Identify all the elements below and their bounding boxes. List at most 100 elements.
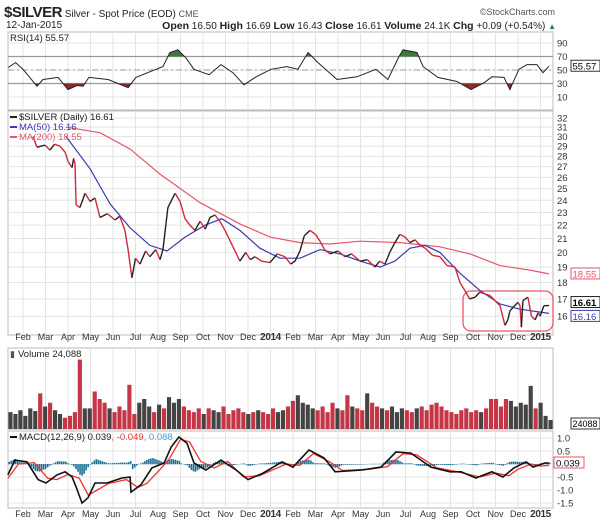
volume-bar: [310, 408, 315, 429]
low-value: 16.43: [297, 21, 323, 32]
price-segment: [459, 282, 466, 291]
macd-histogram-bar: [59, 461, 61, 465]
instrument-name: Silver - Spot Price (EOD): [64, 9, 176, 20]
volume-bar: [97, 399, 102, 429]
price-ytick-label: 30: [557, 132, 568, 143]
x-axis-label: Mar: [38, 332, 54, 342]
x-axis-label: Jul: [130, 509, 142, 519]
volume-bar: [13, 414, 18, 429]
macd-histogram-bar: [514, 461, 517, 465]
macd-histogram-bar: [247, 464, 249, 466]
macd-histogram-bar: [218, 461, 221, 465]
exchange: CME: [178, 9, 199, 19]
price-segment: [344, 253, 352, 258]
volume-bar: [429, 404, 434, 429]
macd-histogram-bar: [8, 461, 10, 465]
macd-histogram-bar: [14, 458, 17, 465]
x-axis-label: Mar: [38, 509, 54, 519]
price-segment: [504, 319, 509, 326]
macd-histogram-bar: [461, 463, 464, 465]
macd-histogram-bar: [85, 464, 87, 471]
macd-histogram-bar: [71, 464, 73, 465]
volume-bar: [107, 408, 112, 429]
macd-histogram-bar: [488, 462, 490, 465]
macd-histogram-bar: [190, 464, 193, 471]
price-segment: [72, 158, 76, 164]
macd-histogram-bar: [73, 464, 75, 467]
macd-histogram-bar: [123, 462, 126, 465]
volume-bar: [231, 410, 236, 429]
macd-histogram-bar: [356, 464, 359, 465]
price-last-box: [570, 267, 600, 280]
price-segment: [507, 310, 511, 320]
macd-histogram-bar: [117, 462, 120, 465]
macd-histogram-bar: [376, 463, 379, 465]
price-segment: [384, 252, 391, 265]
high-label: High: [219, 20, 243, 32]
macd-histogram-bar: [18, 461, 21, 465]
price-segment: [474, 291, 481, 298]
volume-bar: [157, 404, 162, 429]
volume-bar: [122, 410, 127, 429]
x-axis-label: Mar: [308, 332, 324, 342]
open-label: Open: [162, 20, 189, 32]
macd-histogram-bar: [168, 460, 170, 465]
x-axis-label: Aug: [150, 509, 166, 519]
volume-last-box: [570, 417, 600, 430]
x-axis-label: May: [352, 332, 370, 342]
price-segment: [399, 233, 406, 238]
volume-bar: [241, 412, 246, 429]
volume-bar: [142, 399, 147, 429]
signal-legend-value: , -0.049: [111, 432, 143, 443]
price-segment: [49, 143, 56, 151]
volume-bar: [52, 410, 58, 429]
volume-bar: [350, 406, 355, 429]
x-axis-label: Feb: [285, 332, 301, 342]
macd-histogram-bar: [81, 464, 83, 476]
macd-histogram-bar: [196, 464, 199, 471]
x-axis-label: Aug: [420, 332, 436, 342]
macd-histogram-bar: [180, 463, 183, 465]
volume-bar: [290, 400, 295, 429]
price-segment: [294, 250, 301, 262]
price-segment: [469, 296, 476, 300]
macd-histogram-bar: [192, 464, 195, 472]
histogram-legend-value: , 0.088: [144, 432, 173, 443]
x-axis-label: Feb: [15, 332, 31, 342]
price-segment: [134, 257, 141, 265]
x-axis-label: Dec: [240, 509, 257, 519]
volume-legend: Volume 24,088: [18, 349, 81, 360]
macd-histogram-bar: [83, 464, 85, 474]
x-axis-label: Oct: [466, 332, 481, 342]
macd-histogram-bar: [243, 463, 245, 465]
price-segment: [89, 197, 96, 203]
macd-histogram-bar: [67, 463, 69, 465]
chart-title: $SILVER Silver - Spot Price (EOD) CME: [4, 4, 199, 21]
price-segment: [389, 242, 396, 253]
price-segment: [254, 256, 262, 262]
price-segment: [424, 247, 433, 256]
x-axis-label: Oct: [196, 332, 211, 342]
volume-bar: [340, 410, 345, 429]
x-axis-label: Oct: [196, 509, 211, 519]
price-segment: [114, 215, 121, 221]
copyright: ©StockCharts.com: [479, 7, 555, 17]
x-axis-label: May: [82, 509, 100, 519]
volume-bar: [112, 412, 117, 429]
macd-histogram-bar: [105, 462, 108, 465]
price-last-box: [570, 309, 600, 322]
macd-histogram-bar: [121, 462, 124, 465]
macd-histogram-bar: [474, 464, 476, 466]
price-segment: [245, 252, 251, 261]
x-axis-label: Mar: [308, 509, 324, 519]
macd-histogram-bar: [549, 462, 551, 465]
macd-histogram-bar: [44, 464, 47, 469]
volume-bar: [285, 406, 291, 429]
macd-histogram-bar: [492, 462, 494, 465]
x-axis-label: 2015: [530, 332, 551, 343]
macd-histogram-bar: [472, 464, 474, 466]
macd-histogram-bar: [95, 459, 98, 465]
price-segment: [374, 260, 381, 268]
macd-histogram-bar: [389, 460, 391, 465]
macd-histogram-bar: [304, 460, 306, 465]
